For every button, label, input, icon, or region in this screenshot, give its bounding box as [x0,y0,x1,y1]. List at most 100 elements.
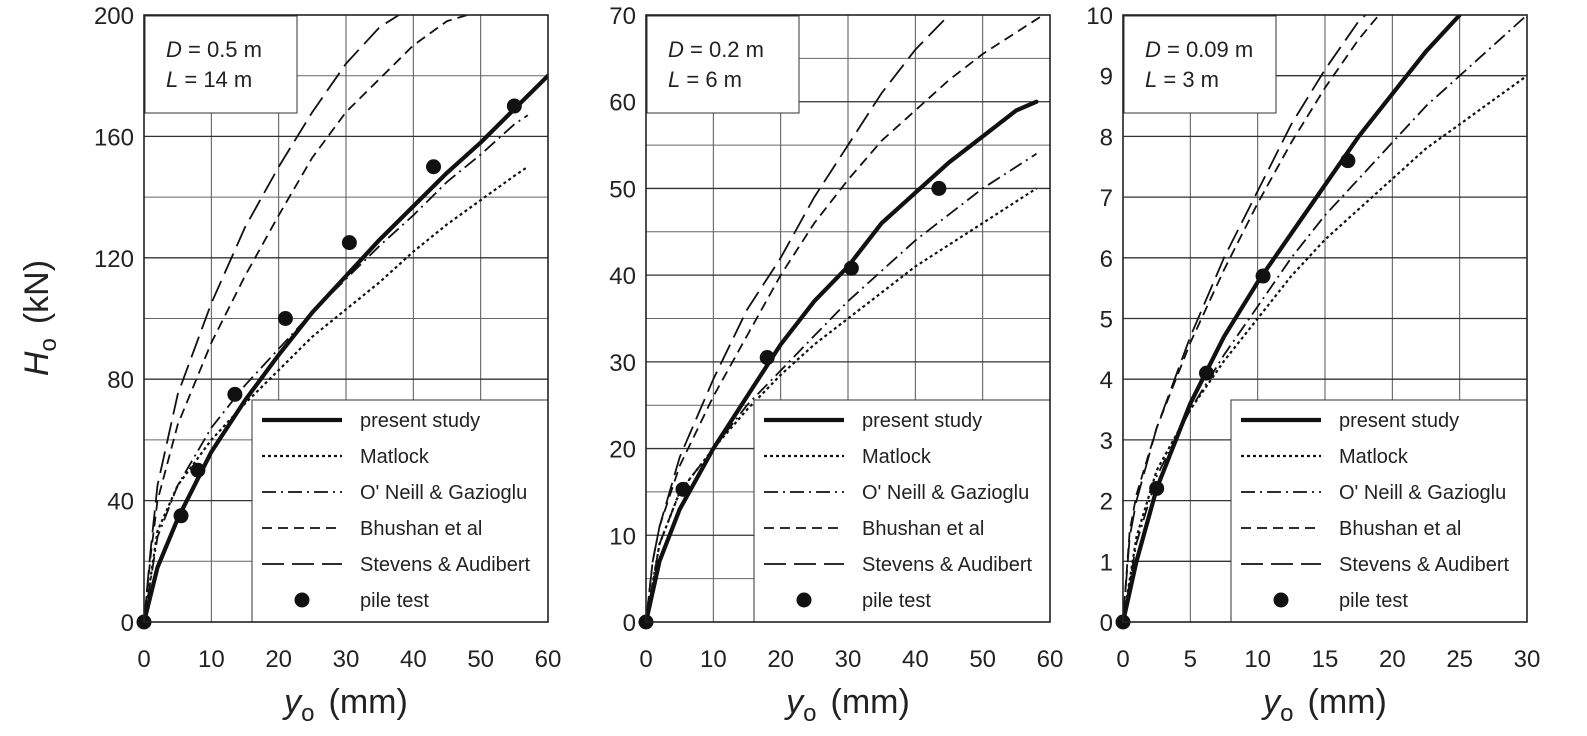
pile-test-point [426,159,442,175]
legend-label-bhushan: Bhushan et al [862,518,984,540]
legend: present study Matlock O' Neill & Gazioglu B… [1230,399,1528,623]
pile-test-point [759,350,775,366]
chart-panel-2: D = 0.2 m L = 6 m present study Matlock O' N… [609,3,1063,727]
y-tick-label: 40 [107,489,134,516]
y-tick-label: 6 [1100,246,1113,273]
y-tick-label: 120 [94,246,134,273]
pile-test-point [173,508,189,524]
x-tick-label: 25 [1446,646,1473,673]
x-tick-label: 60 [535,646,562,673]
legend-label-present: present study [862,410,982,432]
series-present [646,99,1039,622]
y-axis-label: Ho (kN) [18,260,62,376]
pile-test-points [638,180,947,630]
legend-label-present: present study [1339,410,1459,432]
legend: present study Matlock O' Neill & Gazioglu B… [753,399,1051,623]
legend-swatch-test [796,592,812,608]
series-stevens [1123,15,1367,622]
chart-panel-1: D = 0.5 m L = 14 m present study Matlock O' … [94,3,562,727]
x-tick-label: 0 [1116,646,1129,673]
x-tick-label: 10 [198,646,225,673]
pile-test-point [506,98,522,114]
pile-test-point [277,311,293,326]
x-tick-label: 30 [333,646,360,673]
pile-parameters-box: D = 0.2 m L = 6 m [646,15,800,114]
legend-label-test: pile test [1339,590,1408,612]
y-tick-label: 60 [609,90,636,117]
pile-test-point [227,386,243,402]
y-axis-label-subscript: o [35,338,62,351]
tick-labels: 0 10 20 30 40 50 60 0 10 20 30 40 50 60 70 [609,3,1063,673]
series-oneill [646,152,1037,622]
y-tick-label: 0 [121,610,134,637]
x-tick-label: 30 [835,646,862,673]
plot-frame [645,14,1051,623]
legend-label-stevens: Stevens & Audibert [862,554,1033,576]
x-tick-label: 0 [639,646,652,673]
series-oneill [1123,15,1527,622]
x-tick-label: 40 [902,646,929,673]
pile-test-point [341,235,357,251]
legend-swatch-test [1273,592,1289,608]
pile-length: L = 3 m [1145,67,1219,92]
x-tick-label: 30 [1514,646,1541,673]
y-tick-label: 3 [1100,428,1113,455]
legend-box [251,399,549,623]
legend-box [753,399,1051,623]
pile-diameter: D = 0.5 m [166,37,262,62]
x-tick-label: 40 [400,646,427,673]
legend-label-oneill: O' Neill & Gazioglu [360,482,527,504]
chart-panel-3: D = 0.09 m L = 3 m present study Matlock O' … [1086,3,1540,727]
x-axis-label: yo (mm) [1261,683,1387,727]
pile-test-point [1198,365,1214,381]
pile-test-points [136,98,522,630]
pile-diameter: D = 0.2 m [668,37,764,62]
legend-label-bhushan: Bhushan et al [360,518,482,540]
y-tick-label: 9 [1100,64,1113,91]
legend-label-present: present study [360,410,480,432]
x-tick-label: 15 [1312,646,1339,673]
y-tick-label: 160 [94,124,134,151]
series-bhushan [144,15,468,622]
tick-labels: 0 5 10 15 20 25 30 0 1 2 3 4 5 6 7 8 9 10 [1086,3,1540,673]
legend-label-matlock: Matlock [1339,446,1409,468]
y-tick-label: 0 [623,610,636,637]
y-tick-label: 8 [1100,124,1113,151]
x-axis-label: yo (mm) [784,683,910,727]
svg-text:Ho(kN): Ho (kN) [18,260,62,376]
legend-label-matlock: Matlock [360,446,430,468]
series-oneill [144,114,529,622]
series-stevens [646,15,952,622]
plot-frame [1122,14,1528,623]
legend-label-test: pile test [360,590,429,612]
legend: present study Matlock O' Neill & Gazioglu B… [251,399,549,623]
x-tick-label: 60 [1037,646,1064,673]
legend-box [1230,399,1528,623]
x-tick-label: 10 [1244,646,1271,673]
y-tick-label: 200 [94,3,134,30]
series-matlock [1123,74,1527,622]
y-tick-label: 7 [1100,185,1113,212]
pile-length: L = 14 m [166,67,252,92]
pile-diameter: D = 0.09 m [1145,37,1253,62]
series-matlock [144,165,529,622]
legend-label-matlock: Matlock [862,446,932,468]
pile-test-points [1115,153,1356,630]
legend-label-oneill: O' Neill & Gazioglu [862,482,1029,504]
x-axis-label: yo (mm) [282,683,408,727]
pile-test-point [675,481,691,497]
pile-parameters-box: D = 0.5 m L = 14 m [144,15,298,114]
pile-test-point [1149,480,1165,496]
pile-length: L = 6 m [668,67,742,92]
y-tick-label: 0 [1100,610,1113,637]
legend-label-test: pile test [862,590,931,612]
pile-test-point [843,260,859,276]
legend-label-bhushan: Bhushan et al [1339,518,1461,540]
x-tick-label: 20 [265,646,292,673]
pile-test-point [190,462,206,478]
series-stevens [144,15,401,622]
x-tick-label: 20 [767,646,794,673]
legend-label-stevens: Stevens & Audibert [360,554,531,576]
y-axis-label-symbol: H [18,351,56,376]
